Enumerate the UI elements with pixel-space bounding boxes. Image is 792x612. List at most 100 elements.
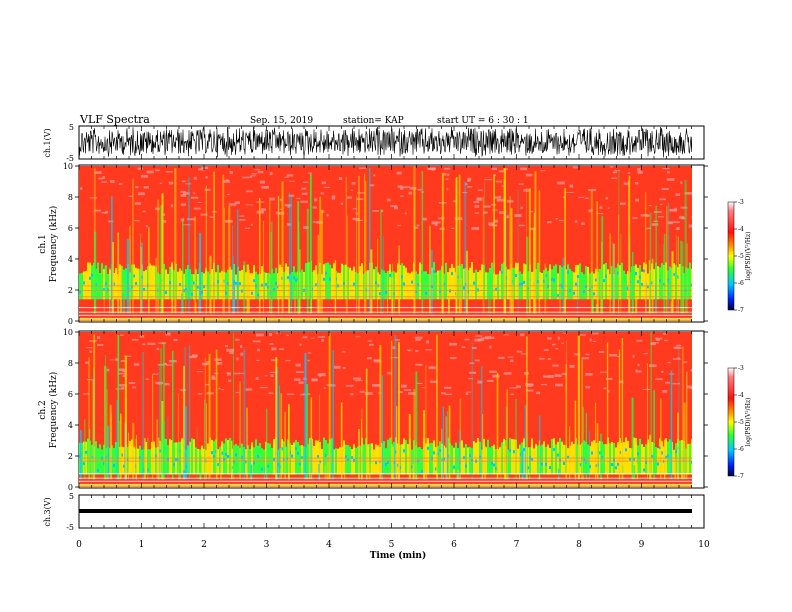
spec-streak: [144, 438, 146, 480]
spec-speckle: [269, 172, 273, 176]
spec-band-cool: [439, 289, 441, 293]
spec-streak: [647, 363, 648, 480]
time-tick-label: 7: [514, 540, 520, 550]
spec-speckle: [488, 222, 495, 226]
spec-band-column: [99, 444, 101, 475]
spec-speckle: [372, 210, 379, 212]
spec-band-cool: [465, 464, 467, 468]
spec-speckle: [484, 178, 492, 181]
spec-speckle: [286, 334, 289, 337]
spec-band-column: [637, 445, 639, 475]
spec-speckle: [495, 180, 502, 183]
spec-speckle: [510, 393, 514, 395]
spec-band-cool: [329, 277, 331, 281]
spec-streak: [425, 365, 427, 480]
spec-speckle: [510, 359, 514, 363]
spec-band-cool: [265, 283, 267, 286]
spec-speckle: [196, 371, 203, 373]
spec-band-cool: [83, 281, 85, 285]
spec-band-column: [345, 444, 347, 475]
spec-speckle: [429, 380, 438, 383]
spec-band-column: [423, 271, 425, 300]
spec-streak: [317, 235, 319, 314]
spec-band-column: [373, 449, 375, 475]
spec-speckle: [540, 170, 546, 172]
spec-speckle: [367, 357, 372, 360]
spec-band-column: [131, 439, 133, 475]
spec-speckle: [646, 227, 651, 230]
spec-streak: [265, 408, 268, 480]
spec-streak: [683, 402, 686, 480]
spec-speckle: [373, 359, 381, 361]
spec-speckle: [691, 216, 692, 219]
spec-band-cool: [79, 290, 81, 294]
spec-speckle: [117, 368, 125, 372]
spec-band-column: [583, 440, 585, 475]
spec-speckle: [672, 382, 680, 385]
spec-streak: [160, 348, 162, 480]
spec-speckle: [667, 361, 671, 364]
spec-speckle: [444, 386, 452, 389]
spec-speckle: [368, 343, 374, 346]
spec-band-column: [555, 264, 557, 300]
spec-speckle: [554, 374, 562, 377]
spec-band-column: [285, 263, 287, 300]
spec-speckle: [408, 191, 413, 195]
ch1-colorbar-tick-label: -7: [738, 307, 744, 314]
spec-band-column: [465, 444, 467, 475]
spec-streak: [678, 347, 680, 480]
spec-band-column: [81, 442, 83, 475]
spec-streak: [347, 215, 348, 314]
spec-streak: [503, 446, 506, 480]
spec-streak: [496, 372, 499, 480]
spec-speckle: [572, 166, 578, 169]
spec-band-cool: [595, 278, 597, 282]
spec-speckle: [461, 346, 466, 348]
spec-band-column: [367, 444, 369, 475]
spec-speckle: [526, 385, 533, 387]
spec-speckle: [165, 332, 171, 336]
spec-band-column: [191, 274, 193, 300]
spec-speckle: [218, 387, 221, 390]
spec-speckle: [154, 207, 160, 210]
spec-speckle: [552, 343, 556, 346]
spec-band-column: [453, 267, 455, 300]
spec-band-cool: [223, 458, 225, 462]
spec-streak: [677, 236, 679, 314]
spec-band-column: [83, 271, 85, 300]
spec-speckle: [137, 192, 145, 196]
spec-streak: [126, 238, 129, 314]
spec-speckle: [462, 192, 468, 194]
spec-band-cool: [217, 463, 219, 467]
spec-band-column: [403, 438, 405, 475]
spec-band-cool: [227, 455, 229, 459]
spec-speckle: [667, 221, 673, 225]
spec-streak: [288, 281, 290, 314]
spec-band-column: [263, 449, 265, 475]
spec-band-column: [191, 438, 193, 475]
spec-band-column: [331, 438, 333, 475]
spec-band-cool: [421, 469, 423, 473]
spec-band-cool: [411, 465, 413, 469]
spec-speckle: [170, 204, 174, 208]
spec-streak: [621, 337, 624, 480]
spec-band-column: [181, 270, 183, 300]
spec-band-cool: [639, 275, 641, 279]
spec-speckle: [128, 382, 136, 384]
spec-band-column: [477, 438, 479, 475]
spec-speckle: [194, 207, 201, 210]
spec-band-column: [153, 265, 155, 300]
spec-band-column: [181, 438, 183, 475]
spec-band-column: [189, 269, 191, 300]
spec-band-column: [427, 438, 429, 475]
spec-band-column: [351, 270, 353, 300]
spec-band-column: [569, 268, 571, 300]
spec-streak: [441, 172, 444, 314]
spec-band-column: [107, 273, 109, 300]
spec-band-column: [483, 438, 485, 475]
spec-band-column: [323, 264, 325, 300]
spec-band-column: [349, 267, 351, 300]
spec-band-cool: [213, 455, 215, 458]
spec-band-cool: [297, 451, 299, 455]
spec-streak: [205, 185, 207, 314]
